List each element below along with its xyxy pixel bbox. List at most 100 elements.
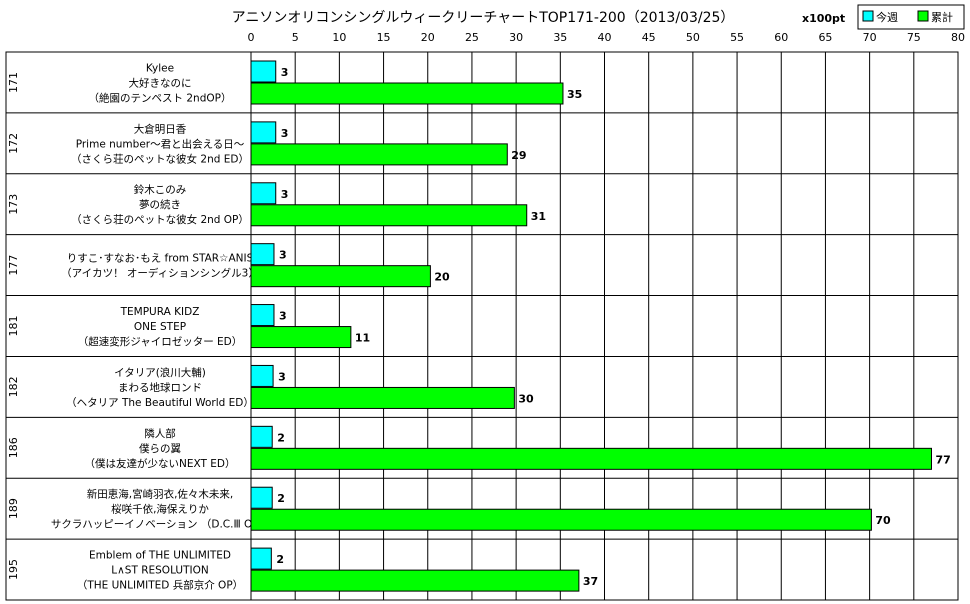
legend-frame bbox=[857, 4, 965, 30]
rank-label: 195 bbox=[7, 559, 20, 580]
chart-title: アニソンオリコンシングルウィークリーチャートTOP171-200（2013/03… bbox=[232, 10, 735, 26]
x-axis-tick-labels: 0 5 10 15 20 25 30 35 40 45 50 55 60 65 70 75 80 bbox=[248, 31, 966, 44]
bar-cumulative bbox=[250, 326, 352, 349]
legend-label-cumulative: 累計 bbox=[931, 10, 953, 24]
value-label-this-week: 3 bbox=[278, 370, 286, 383]
rank-label: 182 bbox=[7, 376, 20, 397]
bar-cumulative bbox=[250, 143, 508, 166]
bar-cumulative bbox=[250, 386, 515, 409]
category-label-line: Emblem of THE UNLIMITED bbox=[89, 550, 231, 562]
x-tick-label: 75 bbox=[907, 31, 921, 44]
x-tick-label: 20 bbox=[421, 31, 435, 44]
gridlines bbox=[294, 52, 915, 600]
category-label-line: TEMPURA KIDZ bbox=[120, 306, 200, 318]
bar-this-week bbox=[250, 486, 273, 509]
rank-label: 186 bbox=[7, 437, 20, 458]
bar-cumulative bbox=[250, 204, 528, 227]
category-label-line: イタリア(浪川大輔) bbox=[114, 366, 206, 379]
x-tick-label: 35 bbox=[553, 31, 567, 44]
value-label-cumulative: 77 bbox=[935, 453, 950, 466]
x-tick-label: 45 bbox=[642, 31, 656, 44]
rank-label: 177 bbox=[7, 255, 20, 276]
value-label-cumulative: 30 bbox=[518, 392, 534, 405]
category-label-line: 僕らの翼 bbox=[139, 442, 181, 455]
x-tick-label: 10 bbox=[332, 31, 346, 44]
legend-label-this-week: 今週 bbox=[876, 10, 898, 24]
rank-label: 181 bbox=[7, 316, 20, 337]
x-tick-label: 55 bbox=[730, 31, 744, 44]
category-label-line: りすこ･すなお･もえ from STAR☆ANIS bbox=[67, 253, 254, 265]
category-label-line: （超速変形ジャイロゼッター ED） bbox=[78, 335, 243, 348]
value-label-this-week: 3 bbox=[279, 249, 287, 262]
category-label-line: （さくら荘のペットな彼女 2nd OP） bbox=[71, 213, 249, 226]
x-tick-label: 80 bbox=[951, 31, 965, 44]
category-label-line: （絶園のテンペスト 2ndOP） bbox=[89, 91, 232, 104]
category-label-line: Kylee bbox=[146, 62, 174, 74]
category-label-line: Prime number～君と出会える日～ bbox=[76, 137, 245, 150]
bar-this-week bbox=[250, 182, 277, 205]
value-label-cumulative: 70 bbox=[875, 514, 891, 527]
category-label-line: （僕は友達が少ないNEXT ED） bbox=[85, 457, 236, 470]
value-label-cumulative: 37 bbox=[583, 575, 598, 588]
bar-this-week bbox=[250, 364, 274, 387]
bar-this-week bbox=[250, 547, 272, 570]
value-label-cumulative: 35 bbox=[567, 88, 582, 101]
value-label-this-week: 2 bbox=[276, 553, 284, 566]
legend-swatch-this-week bbox=[862, 10, 874, 22]
value-label-this-week: 3 bbox=[281, 188, 289, 201]
value-label-this-week: 2 bbox=[277, 431, 285, 444]
category-label-line: 鈴木このみ bbox=[134, 183, 187, 196]
bar-this-week bbox=[250, 243, 275, 266]
rank-label: 171 bbox=[7, 72, 20, 93]
legend: 今週 累計 bbox=[857, 4, 965, 30]
value-label-cumulative: 29 bbox=[511, 149, 526, 162]
x-tick-label: 25 bbox=[465, 31, 479, 44]
category-rows: 171 Kylee 大好きなのに （絶園のテンペスト 2ndOP） 172 大倉明日香 Pr… bbox=[6, 62, 958, 592]
bar-cumulative bbox=[250, 569, 580, 592]
value-label-this-week: 3 bbox=[281, 66, 289, 79]
bar-cumulative bbox=[250, 265, 431, 288]
value-label-this-week: 3 bbox=[281, 127, 289, 140]
value-label-cumulative: 11 bbox=[355, 332, 370, 345]
x-tick-label: 0 bbox=[248, 31, 255, 44]
category-label-line: 隣人部 bbox=[144, 427, 176, 440]
x-tick-label: 5 bbox=[292, 31, 299, 44]
unit-label: x100pt bbox=[802, 12, 845, 25]
category-label-line: 桜咲千依,海保えりか bbox=[111, 503, 209, 516]
rank-label: 172 bbox=[7, 133, 20, 154]
bar-cumulative bbox=[250, 82, 564, 105]
bar-cumulative bbox=[250, 508, 872, 531]
rank-label: 189 bbox=[7, 498, 20, 519]
category-label-line: （ヘタリア The Beautiful World ED） bbox=[66, 397, 254, 409]
x-tick-label: 30 bbox=[509, 31, 523, 44]
bar-this-week bbox=[250, 60, 277, 83]
value-label-cumulative: 31 bbox=[531, 210, 546, 223]
x-tick-label: 40 bbox=[598, 31, 612, 44]
category-label-line: 夢の続き bbox=[139, 198, 181, 211]
x-tick-label: 65 bbox=[818, 31, 832, 44]
bars: 3 35 3 29 3 31 3 20 3 11 3 30 2 77 2 70 2 37 bbox=[250, 60, 951, 592]
category-label-line: （アイカツ！ オーディションシングル3） bbox=[61, 267, 259, 280]
value-label-this-week: 3 bbox=[279, 310, 287, 323]
rank-label: 173 bbox=[7, 194, 20, 215]
legend-swatch-cumulative bbox=[917, 10, 929, 22]
x-tick-label: 60 bbox=[774, 31, 788, 44]
bar-this-week bbox=[250, 304, 275, 327]
x-tick-label: 50 bbox=[686, 31, 700, 44]
bar-cumulative bbox=[250, 447, 932, 470]
bar-this-week bbox=[250, 121, 277, 144]
category-label-line: サクラハッピーイノベーション （D.C.Ⅲ OP） bbox=[51, 519, 269, 531]
category-label-line: 大倉明日香 bbox=[134, 122, 187, 135]
category-label-line: L∧ST RESOLUTION bbox=[111, 565, 208, 577]
plot-frame bbox=[5, 51, 959, 601]
category-label-line: ONE STEP bbox=[134, 321, 186, 333]
category-label-line: （さくら荘のペットな彼女 2nd ED） bbox=[71, 152, 249, 165]
category-label-line: まわる地球ロンド bbox=[118, 381, 202, 394]
x-tick-label: 70 bbox=[863, 31, 877, 44]
category-label-line: （THE UNLIMITED 兵部京介 OP） bbox=[77, 579, 243, 592]
category-label-line: 新田恵海,宮崎羽衣,佐々木未来, bbox=[87, 488, 234, 501]
x-tick-label: 15 bbox=[377, 31, 391, 44]
value-label-cumulative: 20 bbox=[434, 271, 450, 284]
category-label-line: 大好きなのに bbox=[129, 76, 192, 89]
